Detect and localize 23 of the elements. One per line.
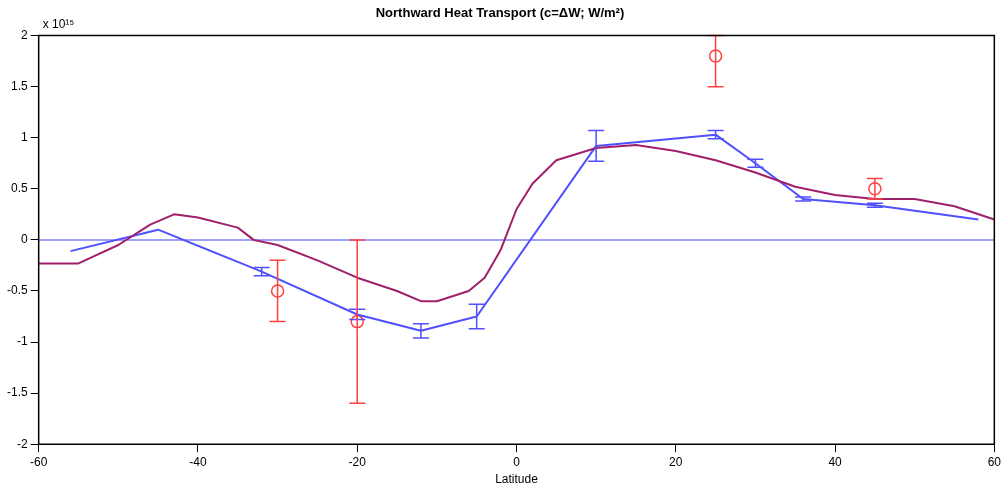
- x-tick-label: 0: [513, 454, 521, 469]
- x-tick-label: -60: [30, 454, 48, 469]
- x-tick-label: 20: [669, 454, 683, 469]
- y-tick-label: 2: [20, 27, 28, 42]
- y-tick-label: 0: [20, 232, 28, 247]
- x-tick-label: 60: [987, 454, 1002, 469]
- y-tick-label: -1.5: [6, 385, 28, 400]
- y-tick-label: 1.5: [10, 78, 28, 93]
- text: x 10¹⁵: [42, 16, 75, 31]
- y-tick-label: -2: [17, 436, 28, 451]
- point: [868, 182, 882, 196]
- x-tick-label: 40: [828, 454, 843, 469]
- y-tick-label: -0.5: [6, 283, 28, 298]
- x-tick-label: -20: [348, 454, 367, 469]
- point: [708, 49, 723, 63]
- point: [350, 314, 364, 329]
- y-tick-label: -1: [17, 334, 28, 349]
- chart-title: Northward Heat Transport (c=ΔW; W/m²): [375, 5, 625, 21]
- y-tick-label: 1: [20, 130, 28, 145]
- x-axis-title: Latitude: [495, 472, 539, 487]
- x-tick-label: -40: [189, 454, 207, 469]
- y-tick-label: 0.5: [10, 181, 28, 196]
- point: [270, 284, 285, 298]
